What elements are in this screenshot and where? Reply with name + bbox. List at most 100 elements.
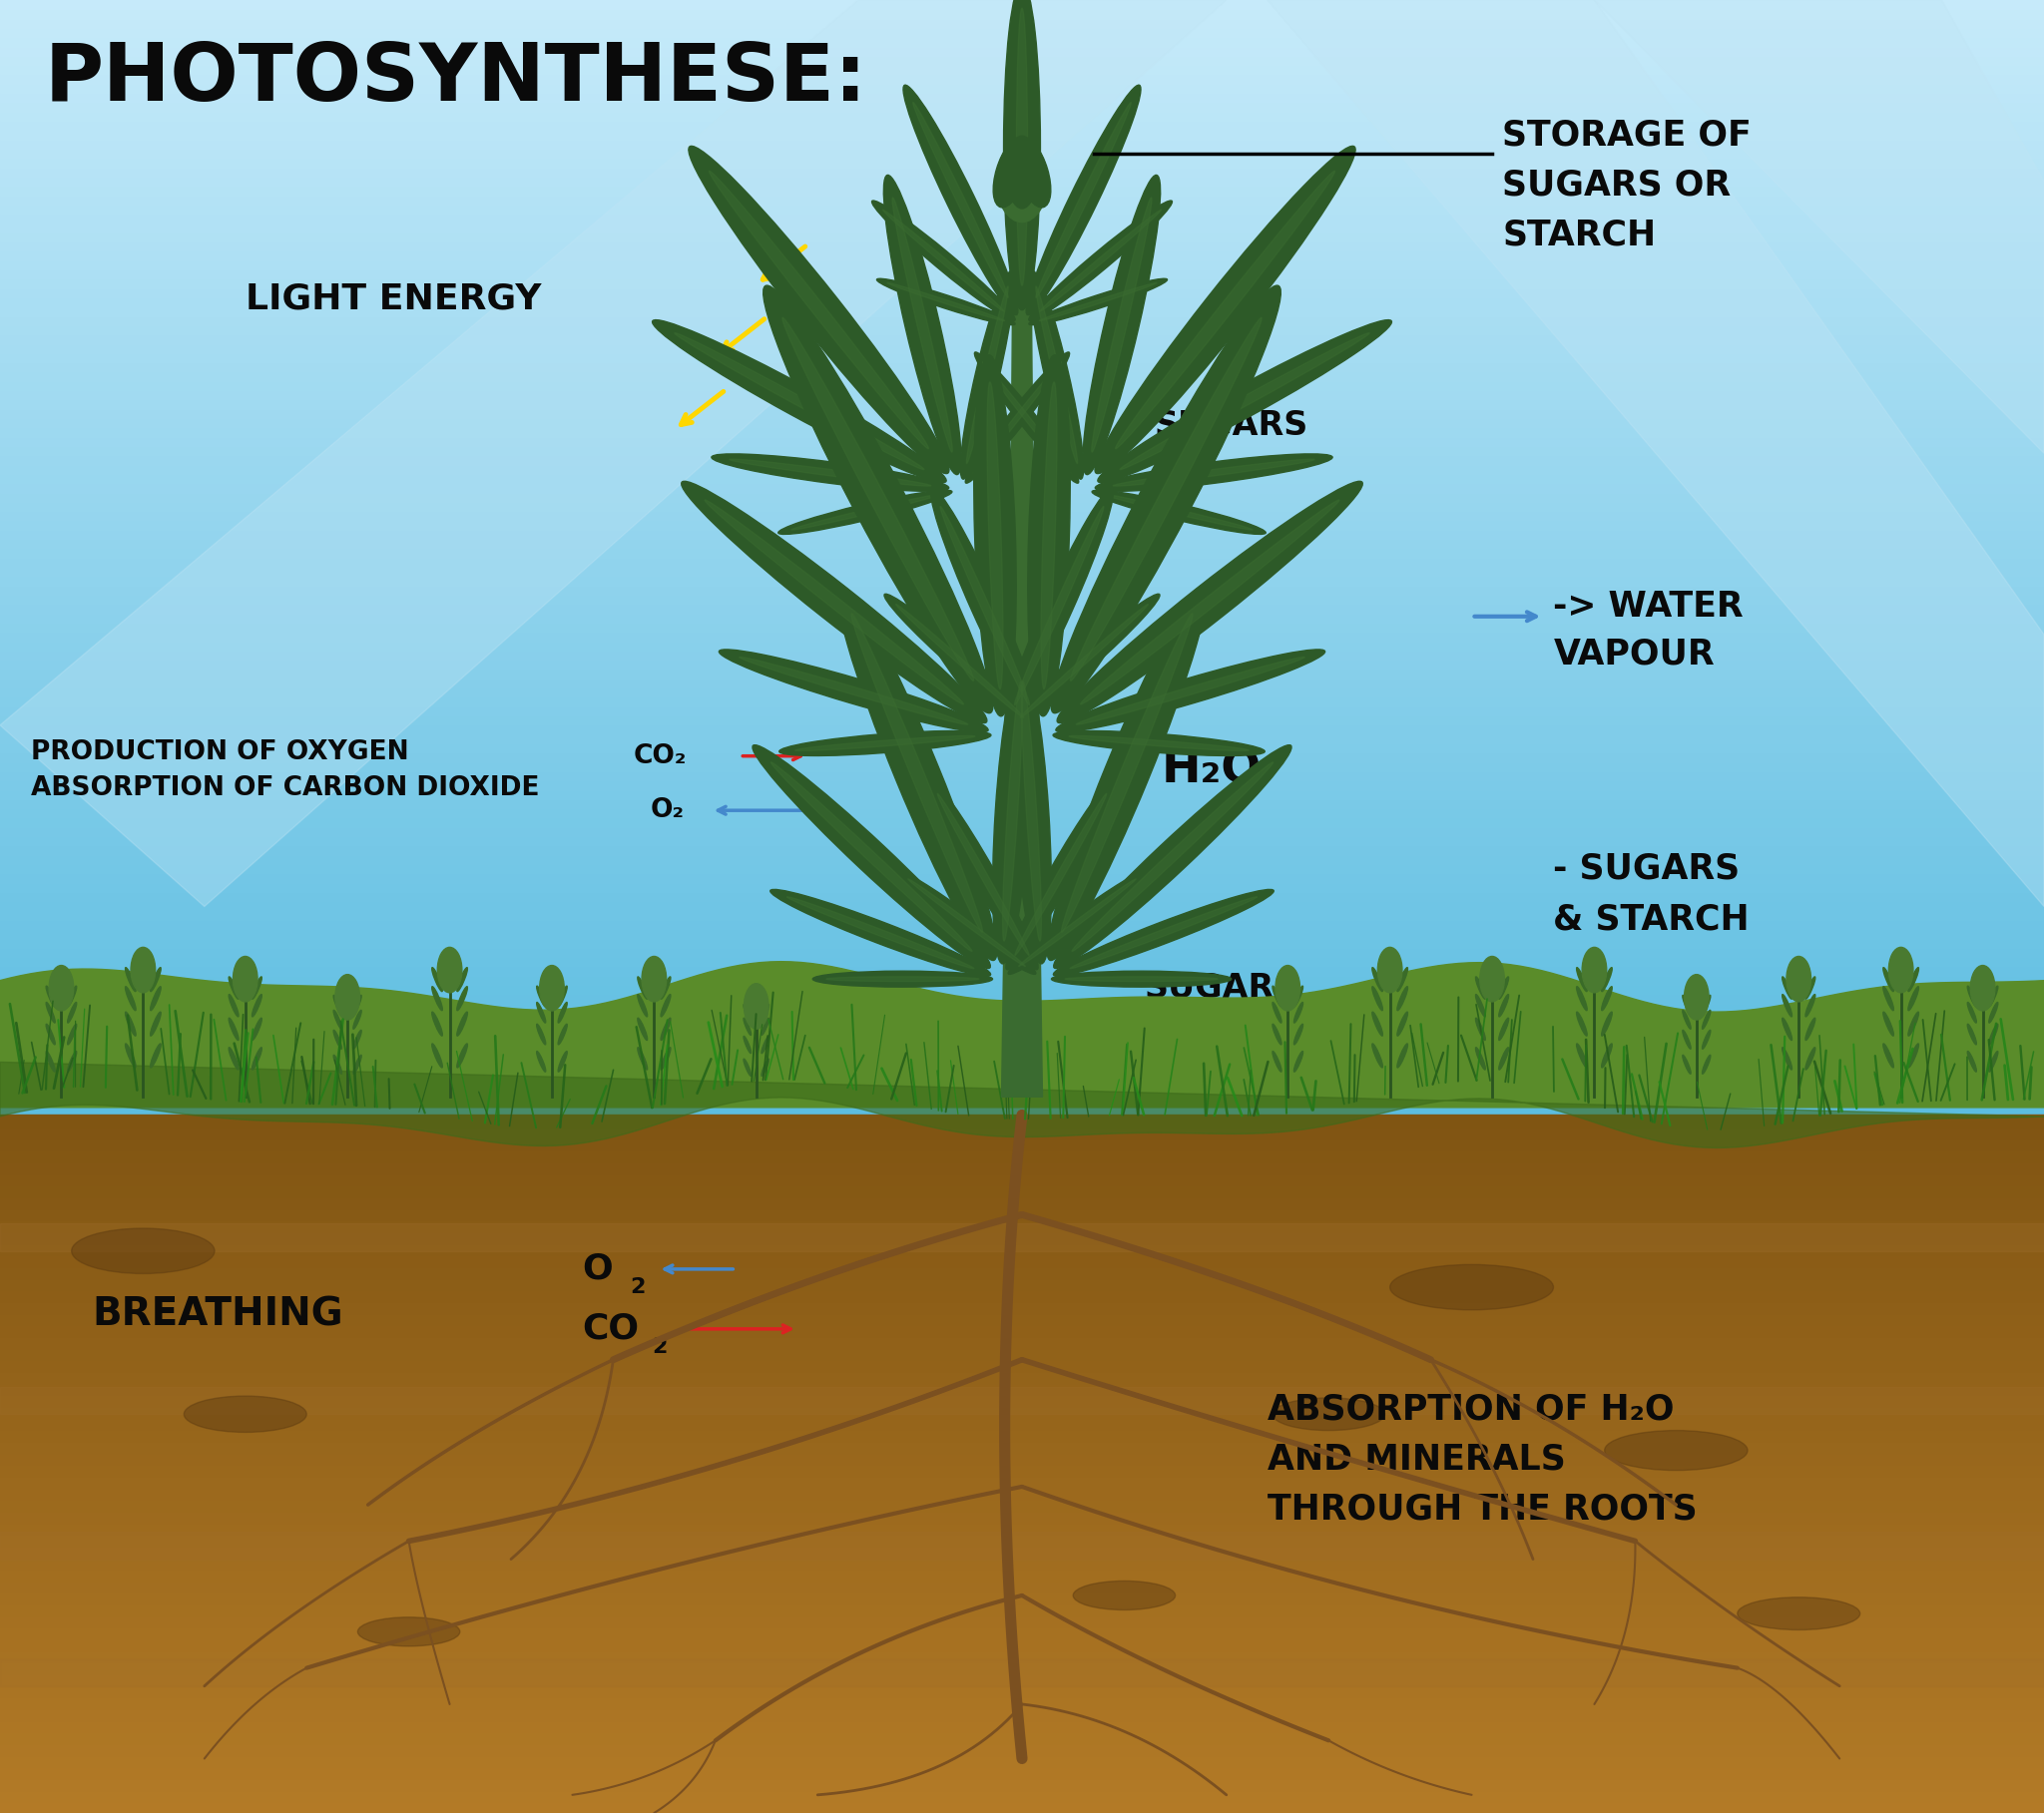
Ellipse shape: [838, 586, 997, 961]
Bar: [0, 1721, 2044, 1731]
Ellipse shape: [762, 285, 993, 713]
Bar: [0, 948, 2044, 957]
Ellipse shape: [1273, 1052, 1282, 1071]
Bar: [0, 1023, 2044, 1032]
Ellipse shape: [1605, 1430, 1748, 1470]
Ellipse shape: [1782, 1048, 1793, 1070]
Ellipse shape: [973, 363, 1061, 473]
Ellipse shape: [762, 1019, 769, 1035]
Text: CO₂: CO₂: [634, 743, 687, 769]
Text: LIGHT ENERGY: LIGHT ENERGY: [245, 283, 542, 315]
Bar: [0, 557, 2044, 567]
Ellipse shape: [431, 1012, 442, 1035]
Ellipse shape: [458, 1012, 468, 1035]
Bar: [0, 482, 2044, 493]
Ellipse shape: [538, 986, 546, 1006]
Bar: [0, 92, 2044, 102]
Ellipse shape: [1476, 1048, 1486, 1070]
Ellipse shape: [883, 176, 961, 475]
Ellipse shape: [1096, 147, 1355, 473]
Ellipse shape: [1805, 1019, 1815, 1041]
Ellipse shape: [1909, 968, 1919, 992]
Ellipse shape: [883, 210, 1004, 312]
Ellipse shape: [1372, 968, 1382, 992]
Ellipse shape: [1051, 972, 1230, 986]
Ellipse shape: [1026, 85, 1141, 315]
Ellipse shape: [1053, 890, 1273, 975]
Bar: [0, 1059, 2044, 1068]
Ellipse shape: [1682, 1055, 1690, 1073]
Ellipse shape: [558, 1024, 566, 1044]
Ellipse shape: [938, 794, 1028, 955]
Text: SUGARS: SUGARS: [1145, 972, 1298, 1004]
Bar: [0, 1289, 2044, 1302]
Text: CO: CO: [583, 1313, 640, 1345]
Bar: [0, 297, 2044, 306]
Polygon shape: [1267, 0, 2044, 906]
Ellipse shape: [1883, 986, 1893, 1010]
Bar: [0, 214, 2044, 223]
Bar: [0, 1615, 2044, 1626]
Bar: [0, 279, 2044, 288]
Ellipse shape: [125, 1012, 135, 1035]
Bar: [0, 874, 2044, 883]
Bar: [0, 306, 2044, 315]
Ellipse shape: [1069, 736, 1249, 751]
Ellipse shape: [1120, 334, 1369, 470]
Ellipse shape: [1275, 965, 1300, 1010]
Bar: [0, 232, 2044, 241]
Ellipse shape: [1398, 986, 1408, 1010]
Ellipse shape: [1398, 1044, 1408, 1068]
Ellipse shape: [47, 986, 55, 1006]
Ellipse shape: [67, 986, 76, 1006]
Bar: [0, 1476, 2044, 1487]
Ellipse shape: [1081, 500, 1339, 703]
Ellipse shape: [251, 1019, 262, 1041]
Ellipse shape: [1036, 102, 1130, 297]
Bar: [0, 1360, 2044, 1371]
Ellipse shape: [983, 363, 1071, 473]
Bar: [0, 1041, 2044, 1050]
Ellipse shape: [993, 658, 1032, 965]
Ellipse shape: [67, 1052, 76, 1071]
Bar: [0, 167, 2044, 176]
Bar: [0, 158, 2044, 167]
Ellipse shape: [826, 977, 979, 981]
Ellipse shape: [1989, 1024, 1997, 1044]
Ellipse shape: [783, 317, 973, 682]
Ellipse shape: [538, 1003, 546, 1023]
Bar: [0, 47, 2044, 56]
Ellipse shape: [1398, 1012, 1408, 1035]
Ellipse shape: [1989, 1052, 1997, 1071]
Ellipse shape: [897, 870, 1036, 974]
Bar: [0, 270, 2044, 279]
Ellipse shape: [67, 1024, 76, 1044]
Bar: [0, 419, 2044, 428]
Bar: [0, 957, 2044, 966]
Bar: [0, 1557, 2044, 1568]
Ellipse shape: [638, 1048, 648, 1070]
Ellipse shape: [1968, 1024, 1977, 1044]
Polygon shape: [1594, 0, 2044, 453]
Bar: [0, 381, 2044, 390]
Bar: [0, 865, 2044, 874]
Ellipse shape: [652, 319, 946, 482]
Bar: [0, 288, 2044, 297]
Ellipse shape: [1006, 780, 1116, 970]
Bar: [0, 975, 2044, 984]
Bar: [0, 325, 2044, 334]
Ellipse shape: [1047, 586, 1206, 961]
Bar: [0, 725, 2044, 734]
Bar: [0, 1231, 2044, 1244]
Ellipse shape: [771, 890, 991, 975]
Ellipse shape: [1805, 995, 1815, 1017]
Bar: [0, 1106, 2044, 1115]
Bar: [0, 1313, 2044, 1323]
Ellipse shape: [1498, 995, 1508, 1017]
Ellipse shape: [251, 995, 262, 1017]
Ellipse shape: [887, 283, 1006, 321]
Ellipse shape: [744, 1004, 750, 1021]
Bar: [0, 901, 2044, 910]
Ellipse shape: [660, 977, 670, 999]
Bar: [0, 1097, 2044, 1106]
